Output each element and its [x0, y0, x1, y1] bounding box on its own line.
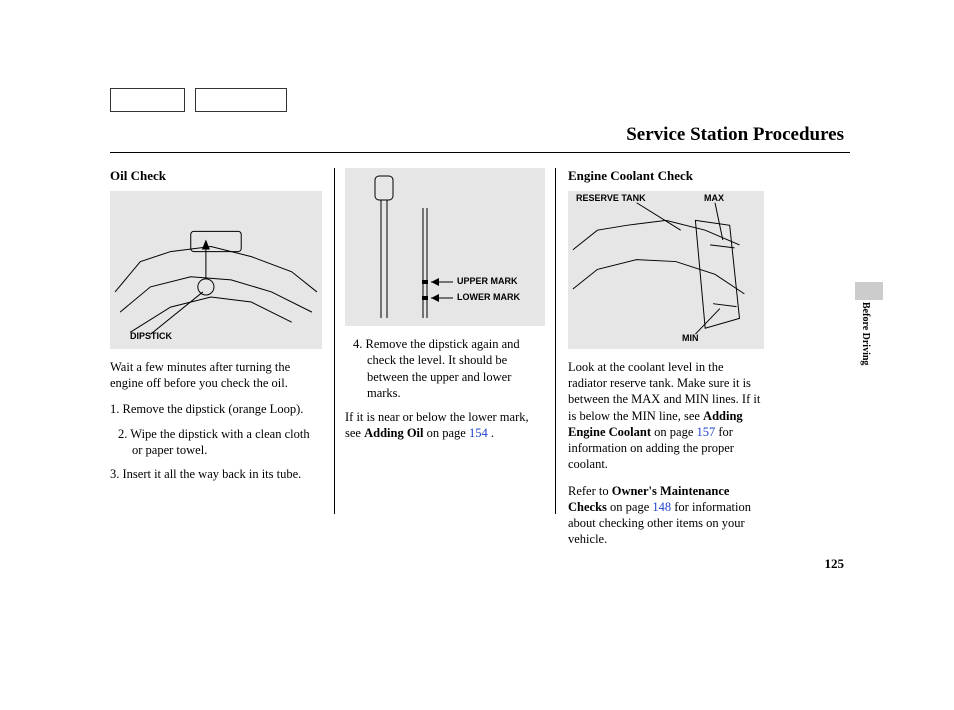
min-label: MIN — [682, 333, 699, 345]
coolant-paragraph-2: Refer to Owner's Maintenance Checks on p… — [568, 483, 764, 548]
top-button-row — [110, 88, 287, 112]
title-rule — [110, 152, 850, 153]
lower-mark-label: LOWER MARK — [457, 292, 520, 304]
page-title: Service Station Procedures — [626, 124, 844, 146]
dipstick-label: DIPSTICK — [130, 331, 172, 343]
nav-button-1[interactable] — [110, 88, 185, 112]
page-number: 125 — [825, 556, 845, 572]
section-tab — [855, 282, 883, 300]
column-3: Engine Coolant Check RESERVE TANK MAX MI… — [556, 168, 776, 558]
step-1: 1. Remove the dipstick (orange Loop). — [110, 401, 322, 417]
dipstick-figure: DIPSTICK — [110, 191, 322, 349]
section-tab-label: Before Driving — [860, 302, 871, 365]
adding-oil-bold: Adding Oil — [364, 426, 423, 440]
step-3: 3. Insert it all the way back in its tub… — [110, 466, 322, 482]
nav-button-2[interactable] — [195, 88, 287, 112]
oil-intro-text: Wait a few minutes after turning the eng… — [110, 359, 322, 392]
adding-oil-paragraph: If it is near or below the lower mark, s… — [345, 409, 545, 442]
coolant-heading: Engine Coolant Check — [568, 168, 764, 185]
max-label: MAX — [704, 193, 724, 205]
column-1: Oil Check DIPSTICK Wait a few minutes af… — [110, 168, 334, 558]
dipstick-marks-figure: UPPER MARK LOWER MARK — [345, 168, 545, 326]
column-2: UPPER MARK LOWER MARK 4. Remove the dips… — [335, 168, 555, 558]
text-fragment: Refer to — [568, 484, 612, 498]
step-2: 2. Wipe the dipstick with a clean cloth … — [110, 426, 322, 459]
coolant-figure: RESERVE TANK MAX MIN — [568, 191, 764, 349]
text-fragment: on page — [651, 425, 696, 439]
page-link-154[interactable]: 154 — [469, 426, 488, 440]
coolant-sketch-icon — [568, 191, 764, 346]
page-link-148[interactable]: 148 — [652, 500, 671, 514]
reserve-tank-label: RESERVE TANK — [576, 193, 646, 205]
engine-sketch-icon — [110, 191, 322, 351]
content-columns: Oil Check DIPSTICK Wait a few minutes af… — [110, 168, 850, 558]
text-fragment: . — [488, 426, 494, 440]
step-4: 4. Remove the dipstick again and check t… — [345, 336, 545, 401]
text-fragment: on page — [424, 426, 469, 440]
coolant-paragraph-1: Look at the coolant level in the radiato… — [568, 359, 764, 473]
text-fragment: on page — [607, 500, 652, 514]
upper-mark-label: UPPER MARK — [457, 276, 518, 288]
page-link-157[interactable]: 157 — [697, 425, 716, 439]
oil-check-heading: Oil Check — [110, 168, 322, 185]
